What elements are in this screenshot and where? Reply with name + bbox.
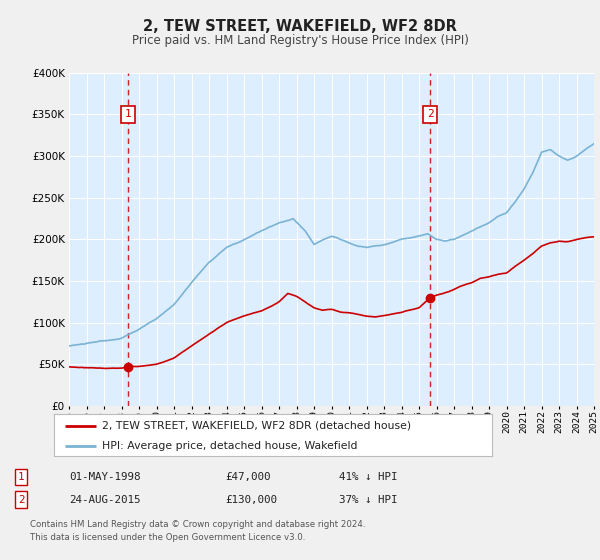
Text: 1: 1 xyxy=(125,109,131,119)
Text: 01-MAY-1998: 01-MAY-1998 xyxy=(69,472,140,482)
Text: 24-AUG-2015: 24-AUG-2015 xyxy=(69,494,140,505)
Text: 2: 2 xyxy=(18,494,24,505)
Text: £130,000: £130,000 xyxy=(225,494,277,505)
Text: 2: 2 xyxy=(427,109,434,119)
Text: 1: 1 xyxy=(18,472,24,482)
Text: HPI: Average price, detached house, Wakefield: HPI: Average price, detached house, Wake… xyxy=(102,441,358,451)
Text: 2, TEW STREET, WAKEFIELD, WF2 8DR (detached house): 2, TEW STREET, WAKEFIELD, WF2 8DR (detac… xyxy=(102,421,412,431)
Text: Contains HM Land Registry data © Crown copyright and database right 2024.
This d: Contains HM Land Registry data © Crown c… xyxy=(30,520,365,542)
Text: Price paid vs. HM Land Registry's House Price Index (HPI): Price paid vs. HM Land Registry's House … xyxy=(131,34,469,47)
Text: 37% ↓ HPI: 37% ↓ HPI xyxy=(339,494,397,505)
Text: 2, TEW STREET, WAKEFIELD, WF2 8DR: 2, TEW STREET, WAKEFIELD, WF2 8DR xyxy=(143,20,457,34)
Text: £47,000: £47,000 xyxy=(225,472,271,482)
Text: 41% ↓ HPI: 41% ↓ HPI xyxy=(339,472,397,482)
